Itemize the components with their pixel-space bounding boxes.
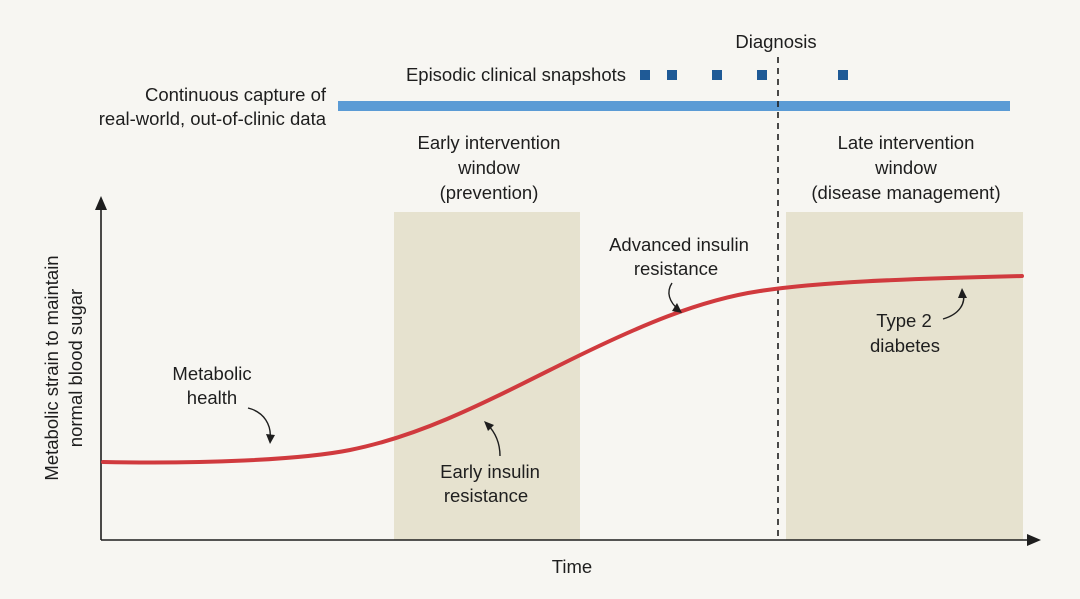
metabolic-health-label-line1: Metabolic bbox=[172, 363, 251, 384]
metabolic-strain-curve bbox=[101, 274, 1024, 465]
late-window-label-line3: (disease management) bbox=[811, 182, 1000, 203]
type2-diabetes-arrowhead bbox=[958, 288, 967, 298]
type2-diabetes-label-line2: diabetes bbox=[870, 335, 940, 356]
early-intervention-window bbox=[394, 212, 580, 540]
snapshot-marker bbox=[838, 70, 848, 80]
late-window-label-line1: Late intervention bbox=[838, 132, 975, 153]
snapshot-marker bbox=[640, 70, 650, 80]
early-insulin-label-line2: resistance bbox=[444, 485, 528, 506]
x-axis-label: Time bbox=[552, 556, 592, 577]
early-window-label-line3: (prevention) bbox=[440, 182, 539, 203]
diagnosis-label: Diagnosis bbox=[735, 31, 816, 52]
advanced-insulin-label-line2: resistance bbox=[634, 258, 718, 279]
snapshots-label: Episodic clinical snapshots bbox=[406, 64, 626, 85]
early-insulin-label-line1: Early insulin bbox=[440, 461, 540, 482]
y-axis-label-group: Metabolic strain to maintain normal bloo… bbox=[41, 255, 86, 480]
snapshot-marker bbox=[712, 70, 722, 80]
annotation-arrows bbox=[247, 282, 967, 457]
metabolic-health-label-line2: health bbox=[187, 387, 237, 408]
continuous-capture-label-line1: Continuous capture of bbox=[145, 84, 327, 105]
y-axis-label-line1: Metabolic strain to maintain bbox=[41, 255, 62, 480]
early-insulin-arrowhead bbox=[484, 421, 494, 431]
advanced-insulin-label-line1: Advanced insulin bbox=[609, 234, 749, 255]
continuous-capture-label-line2: real-world, out-of-clinic data bbox=[99, 108, 327, 129]
y-axis-label-line2: normal blood sugar bbox=[65, 289, 86, 447]
continuous-capture-bar bbox=[338, 101, 1010, 111]
y-axis-arrowhead bbox=[95, 196, 107, 210]
advanced-insulin-arrowhead bbox=[672, 303, 682, 313]
type2-diabetes-label-line1: Type 2 bbox=[876, 310, 932, 331]
snapshot-marker bbox=[667, 70, 677, 80]
metabolic-health-arrowhead bbox=[266, 434, 275, 444]
late-intervention-window bbox=[786, 212, 1023, 540]
snapshot-markers bbox=[640, 70, 848, 80]
early-window-label-line2: window bbox=[457, 157, 520, 178]
snapshot-marker bbox=[757, 70, 767, 80]
x-axis-arrowhead bbox=[1027, 534, 1041, 546]
early-window-label-line1: Early intervention bbox=[418, 132, 561, 153]
late-window-label-line2: window bbox=[874, 157, 937, 178]
axes bbox=[95, 196, 1041, 546]
